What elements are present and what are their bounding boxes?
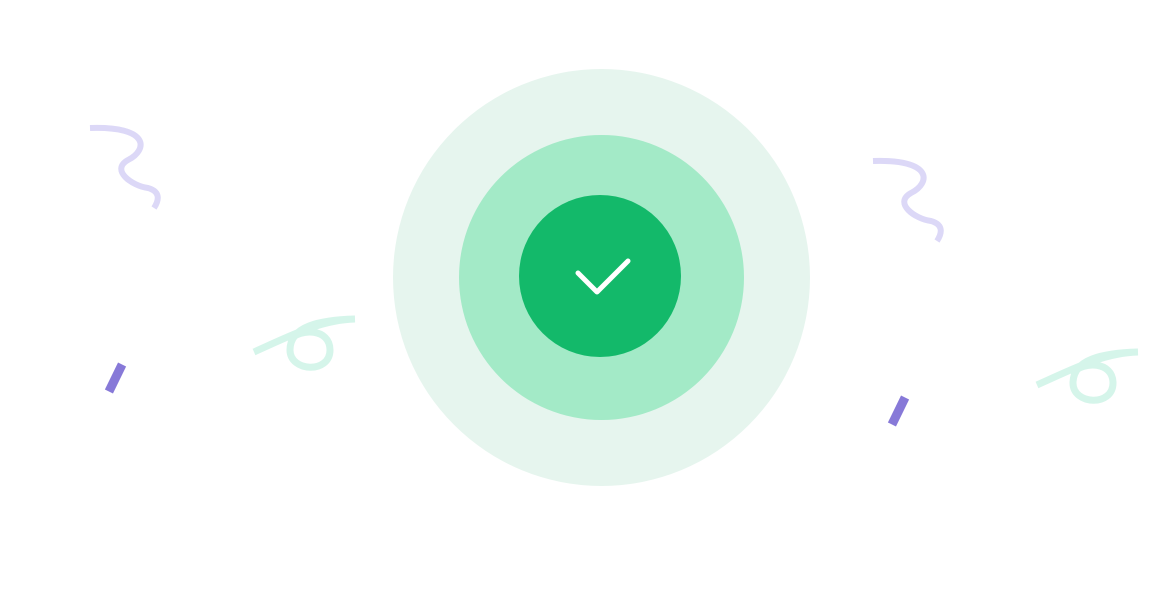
squiggle-icon — [89, 124, 161, 210]
curl-icon — [252, 315, 356, 371]
curl-icon — [1035, 348, 1139, 404]
confetti-bar-icon — [887, 395, 910, 427]
squiggle-icon — [872, 157, 944, 243]
success-ring-inner — [519, 195, 681, 357]
confetti-bar-icon — [104, 362, 127, 394]
check-icon — [575, 258, 631, 295]
